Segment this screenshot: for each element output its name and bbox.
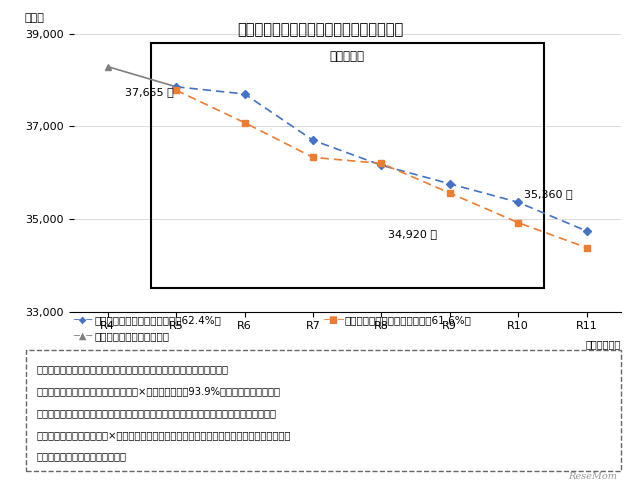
Text: （人）: （人） (24, 13, 44, 23)
Text: （選抜年度）: （選抜年度） (586, 340, 621, 349)
Text: 37,655 人: 37,655 人 (125, 87, 173, 97)
Text: 実績値（募集人員ベース）: 実績値（募集人員ベース） (95, 331, 170, 341)
Text: 34,920 人: 34,920 人 (388, 228, 437, 239)
Text: １　「公立中学校卒業者数（推計）」×「計画進学率（93.9%）」＝「進学者総数」: １ 「公立中学校卒業者数（推計）」×「計画進学率（93.9%）」＝「進学者総数」 (36, 386, 280, 397)
Text: ３　「府内進学予定者数」×「公立受入比率」＋「他府県等からの進学者（過去実績平均）」: ３ 「府内進学予定者数」×「公立受入比率」＋「他府県等からの進学者（過去実績平均… (36, 430, 291, 440)
Text: ＝「公立高校の総募集人員」: ＝「公立高校の総募集人員」 (36, 452, 126, 462)
Text: ＜グラフ＞　公立高校の総募集人員の試算: ＜グラフ＞ 公立高校の総募集人員の試算 (237, 22, 403, 37)
Text: 本計画期間: 本計画期間 (330, 50, 365, 63)
Text: （注）公立高校の総募集人員については、以下の１から３の手順で推計: （注）公立高校の総募集人員については、以下の１から３の手順で推計 (36, 365, 228, 375)
Text: 平均値ベース（公立受入比率：62.4%）: 平均値ベース（公立受入比率：62.4%） (95, 315, 221, 325)
FancyBboxPatch shape (26, 350, 621, 471)
Bar (151, 43, 543, 288)
Text: ２　「進学者総数」－「他府県等への進学者（過去実績平均）」＝「府内進学予定者数」: ２ 「進学者総数」－「他府県等への進学者（過去実績平均）」＝「府内進学予定者数」 (36, 408, 276, 418)
Text: ─▲─: ─▲─ (74, 331, 93, 341)
Text: 35,360 人: 35,360 人 (524, 189, 572, 199)
Text: ─◆─: ─◆─ (74, 315, 93, 325)
Text: 直近値ベース（公立受入比率：61.6%）: 直近値ベース（公立受入比率：61.6%） (344, 315, 471, 325)
Text: ReseMom: ReseMom (568, 471, 618, 481)
Text: ─■─: ─■─ (323, 315, 344, 325)
